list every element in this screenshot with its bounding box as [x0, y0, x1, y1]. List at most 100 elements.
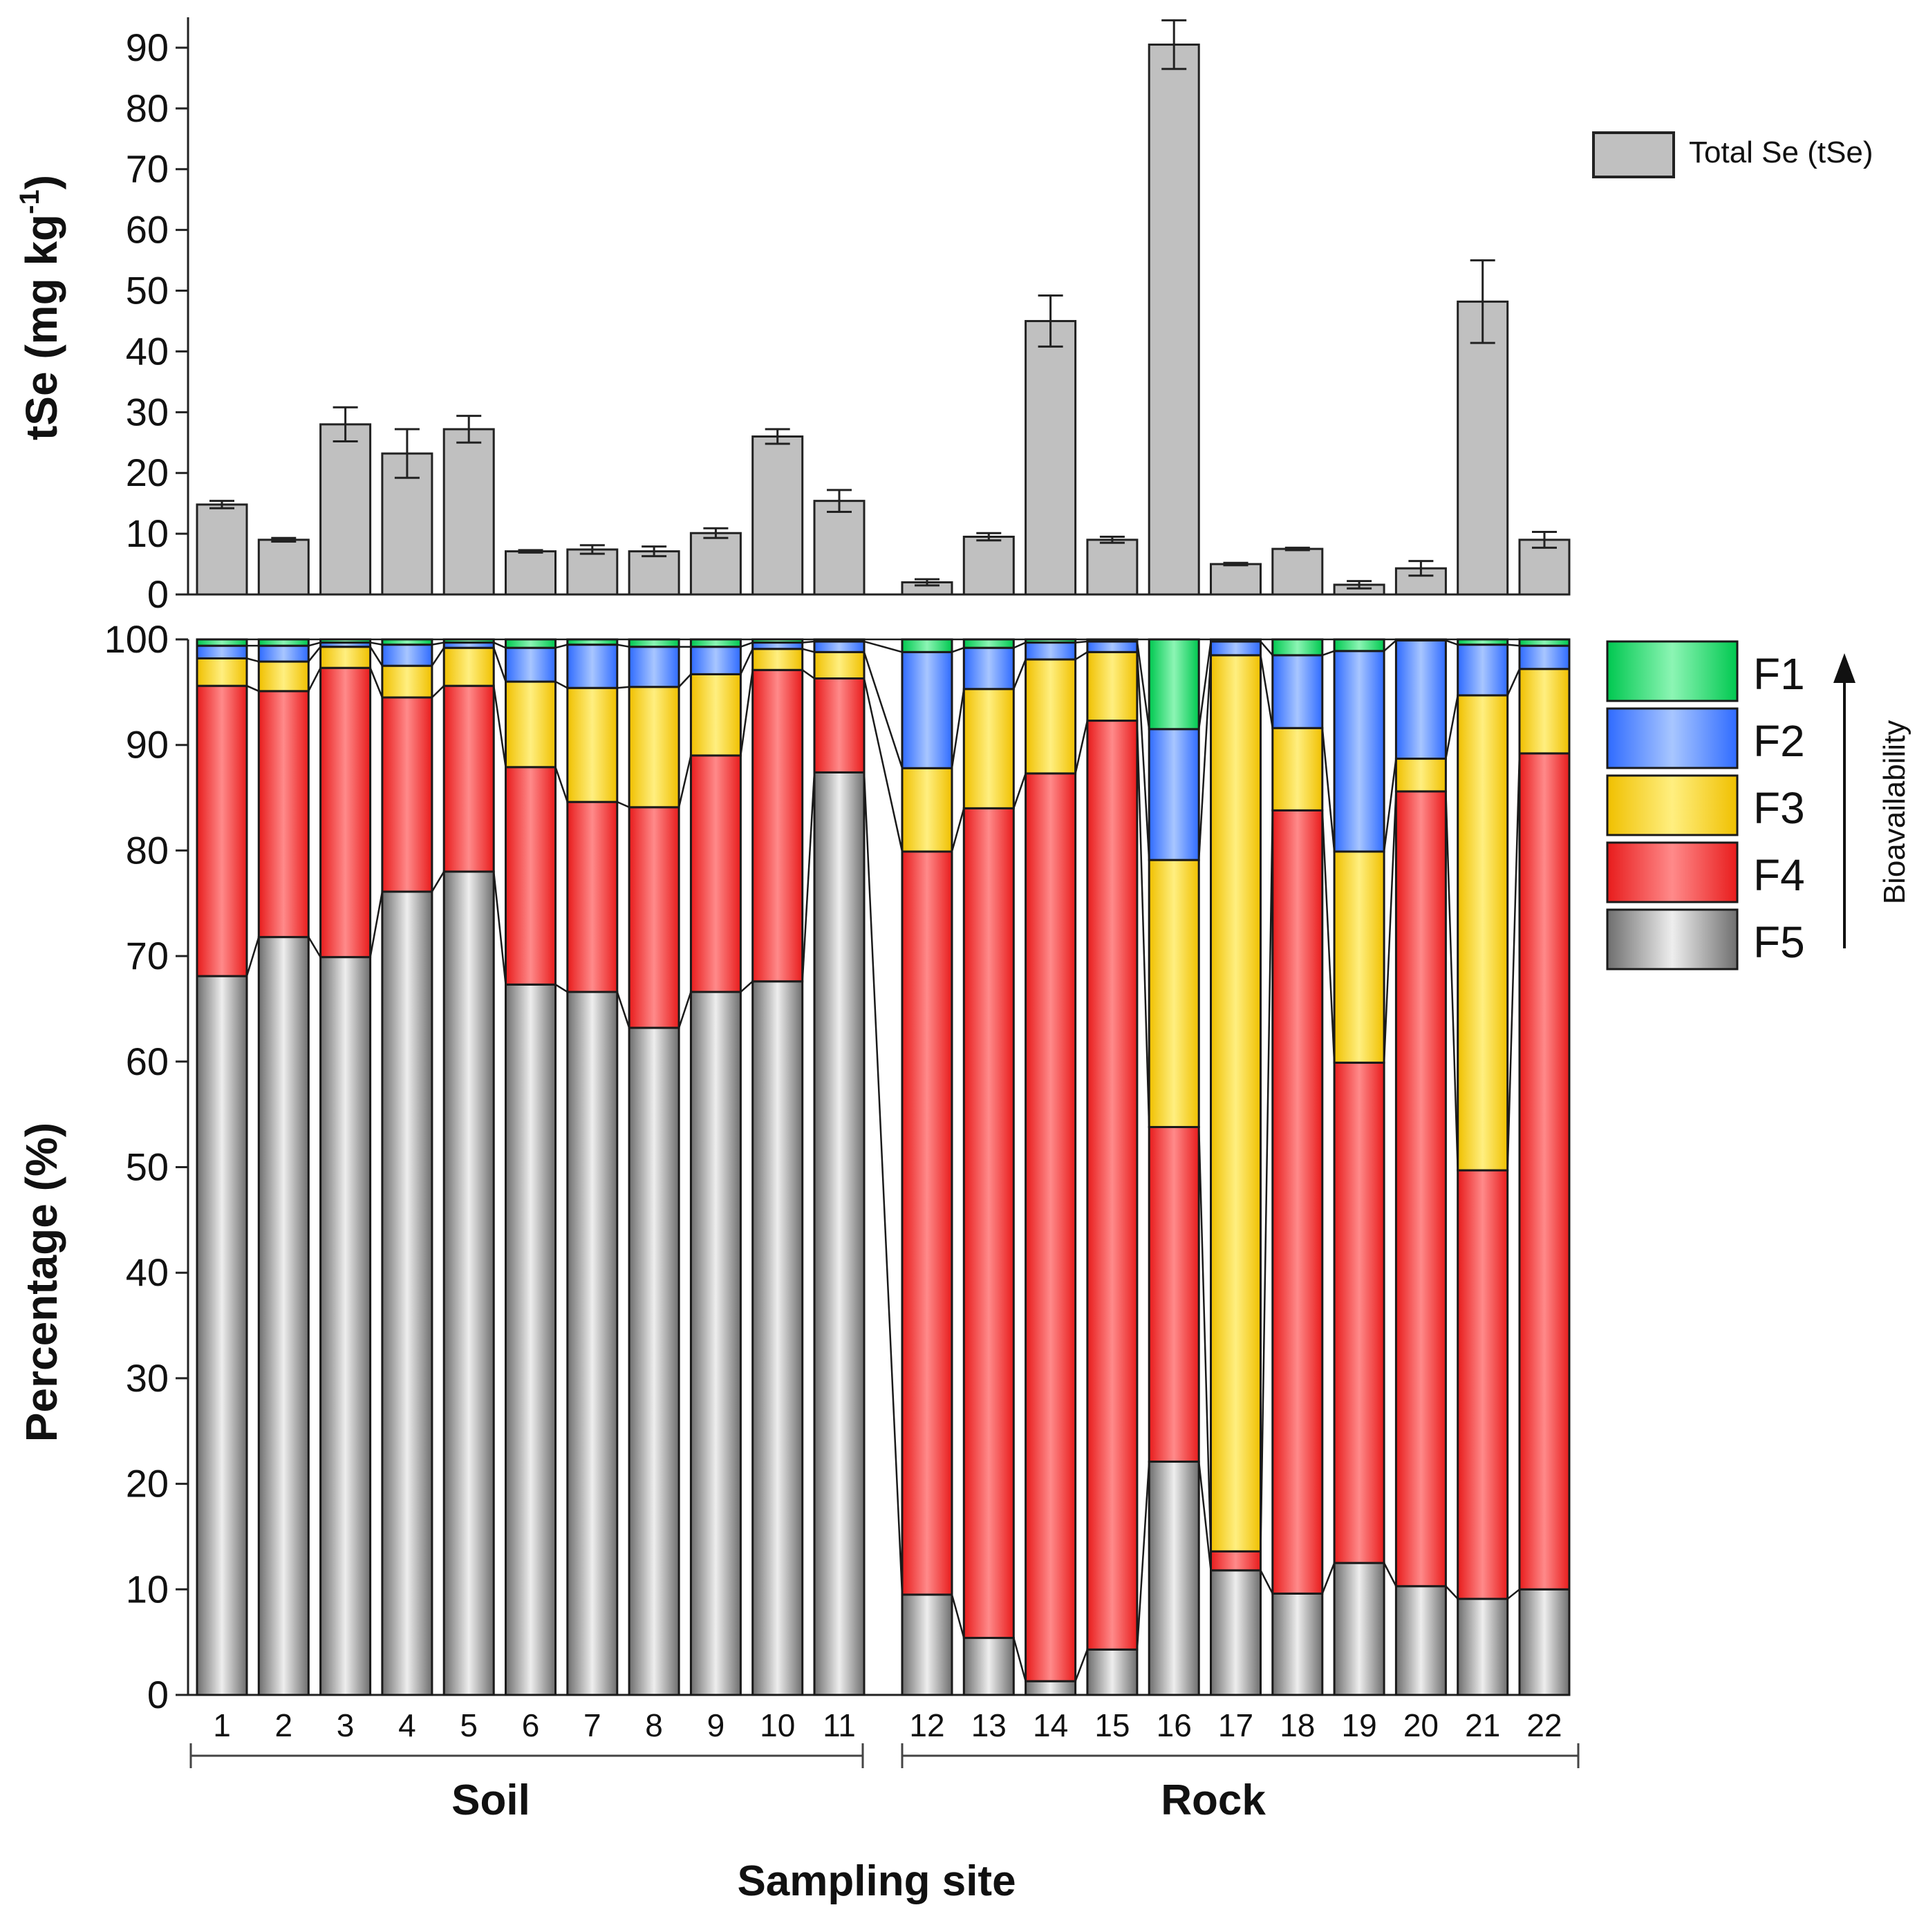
stacked-segment-f1 [689, 638, 742, 648]
tse-bar [751, 435, 804, 596]
x-tick-label: 12 [909, 1707, 944, 1743]
x-tick-label: 1 [213, 1707, 231, 1743]
stack-connector-line [1507, 644, 1520, 647]
bottom-y-tick-label: 0 [147, 1673, 169, 1716]
stacked-segment-f4 [901, 850, 953, 1596]
tse-bar [1086, 538, 1139, 596]
stack-connector-line [1136, 720, 1150, 1127]
stack-connector-line [801, 772, 816, 982]
stacked-segment-f3 [901, 767, 953, 853]
x-tick-label: 3 [337, 1707, 355, 1743]
top-y-tick-label: 80 [126, 86, 169, 130]
stacked-segment-f5 [1271, 1592, 1324, 1696]
stack-connector-line [863, 640, 903, 653]
stacked-segment-f3 [1518, 668, 1571, 755]
x-tick-label: 6 [522, 1707, 540, 1743]
stacked-segment-f4 [319, 666, 372, 959]
tse-bar [813, 500, 866, 596]
stack-connector-line [554, 767, 568, 803]
stack-connector-line [1321, 728, 1336, 852]
stacked-segment-f3 [962, 688, 1015, 809]
legend-label-f2: F2 [1753, 716, 1805, 766]
stacked-segment-f5 [566, 991, 619, 1696]
stacked-segment-f3 [566, 686, 619, 803]
stacked-segment-f3 [1210, 654, 1262, 1553]
tse-bar [1148, 44, 1200, 596]
bottom-y-axis-label: Percentage (%) [17, 1123, 66, 1442]
stack-connector-line [493, 641, 507, 649]
tse-bar [1210, 563, 1262, 596]
stacked-segment-f5 [751, 980, 804, 1696]
stack-connector-line [802, 640, 815, 644]
tse-bar [566, 548, 619, 596]
x-tick-label: 10 [760, 1707, 795, 1743]
x-tick-label: 7 [583, 1707, 601, 1743]
stacked-segment-f4 [813, 677, 866, 773]
stack-connector-line [1383, 791, 1397, 1063]
x-tick-label: 21 [1465, 1707, 1500, 1743]
top-y-tick-label: 60 [126, 208, 169, 252]
tse-bar [1457, 300, 1509, 596]
stack-connector-line [802, 648, 815, 653]
stack-connector-line [1445, 1585, 1459, 1600]
stack-connector-line [1136, 1461, 1150, 1650]
stacked-segment-f4 [381, 696, 433, 893]
stack-connector-line [740, 670, 754, 756]
stacked-segment-f3 [1025, 658, 1077, 775]
stacked-segment-f5 [813, 771, 866, 1696]
stack-connector-line [308, 667, 321, 692]
bottom-y-tick-label: 80 [126, 828, 169, 872]
top-y-tick-label: 70 [126, 147, 169, 191]
stacked-segment-f2 [1457, 644, 1509, 697]
legend-swatch-f1 [1606, 640, 1739, 702]
top-y-axis-label: tSe (mg kg-1) [15, 175, 66, 440]
tse-bar [442, 428, 495, 596]
stacked-segment-f2 [813, 640, 866, 653]
stack-connector-line [555, 644, 568, 649]
stacked-segment-f3 [628, 686, 680, 809]
tse-bar [257, 538, 310, 596]
stacked-segment-f3 [813, 650, 866, 679]
x-tick-label: 22 [1526, 1707, 1562, 1743]
stack-connector-line [1383, 758, 1397, 852]
stacked-segment-f5 [1518, 1588, 1571, 1696]
stack-connector-line [863, 772, 904, 1595]
bottom-y-tick-label: 50 [126, 1145, 169, 1189]
stack-connector-line [1506, 668, 1521, 696]
stack-connector-line [245, 937, 260, 977]
stacked-segment-f5 [1333, 1561, 1385, 1696]
stacked-segment-f5 [1086, 1648, 1139, 1696]
stack-connector-line [1506, 753, 1521, 1171]
stack-connector-line [1260, 810, 1274, 1552]
stack-connector-line [617, 644, 630, 648]
stack-connector-line [369, 646, 383, 666]
stacked-segment-f3 [1457, 694, 1509, 1172]
stack-connector-line [801, 669, 815, 679]
tse-bar [1271, 547, 1324, 596]
stack-connector-line [308, 936, 321, 958]
stacked-segment-f4 [566, 800, 619, 993]
stacked-segment-f1 [1518, 638, 1571, 647]
top-y-tick-label: 90 [126, 26, 169, 69]
legend-swatch-f3 [1606, 774, 1739, 836]
stacked-segment-f2 [566, 644, 619, 689]
stacked-segment-f3 [505, 680, 557, 769]
stacked-segment-f1 [1394, 638, 1447, 642]
stacked-segment-f3 [1148, 859, 1200, 1128]
stacked-segment-f4 [1148, 1125, 1200, 1463]
stack-connector-line [617, 801, 630, 808]
stacked-segment-f2 [1394, 639, 1447, 760]
stacked-segment-f4 [628, 806, 680, 1029]
bottom-y-tick-label: 10 [126, 1567, 169, 1611]
stack-connector-line [1136, 652, 1150, 861]
top-y-tick-label: 10 [126, 512, 169, 555]
stack-connector-line [617, 686, 630, 689]
stack-connector-line [493, 647, 507, 682]
stack-connector-line [1013, 1638, 1027, 1682]
stacked-segment-f1 [901, 638, 953, 653]
tse-bar [196, 503, 248, 596]
stacked-segment-f2 [381, 644, 433, 667]
stack-connector-line [1136, 641, 1150, 729]
stack-connector-line [1074, 1649, 1089, 1682]
